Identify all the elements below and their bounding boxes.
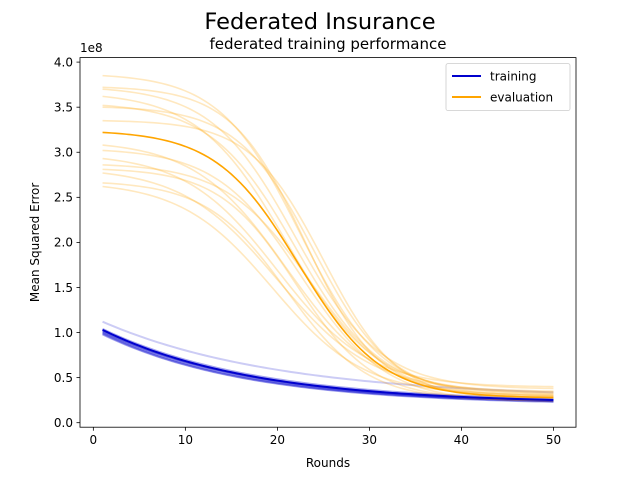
legend-label-evaluation: evaluation <box>490 90 553 104</box>
evaluation-mean-line <box>102 131 554 399</box>
figure-suptitle: Federated Insurance <box>204 9 435 35</box>
y-tick-label: 2.0 <box>54 236 73 250</box>
y-tick-label: 3.0 <box>54 146 73 160</box>
evaluation-run-line <box>102 86 554 398</box>
training-run-line <box>102 332 554 403</box>
evaluation-run-line <box>102 185 554 396</box>
y-tick-label: 1.0 <box>54 326 73 340</box>
y-tick-label: 0.5 <box>54 371 73 385</box>
evaluation-run-line <box>102 104 554 394</box>
evaluation-run-line <box>102 119 554 401</box>
x-tick-label: 30 <box>362 433 377 447</box>
training-run-line <box>102 331 554 403</box>
chart-title: federated training performance <box>210 35 447 53</box>
training-run-line <box>102 333 554 403</box>
y-tick-label: 1.5 <box>54 281 73 295</box>
x-tick-label: 0 <box>90 433 98 447</box>
y-offset-text: 1e8 <box>80 41 103 55</box>
plot-area: 0 10 20 30 40 50 0.0 0.5 1.0 1.5 2.0 2.5 3.0 3.5 4.0 <box>54 55 577 447</box>
training-run-line <box>102 320 554 394</box>
evaluation-run-line <box>102 144 554 397</box>
legend: training evaluation <box>445 63 571 111</box>
y-axis-ticks: 0.0 0.5 1.0 1.5 2.0 2.5 3.0 3.5 4.0 <box>54 55 80 430</box>
evaluation-run-line <box>102 74 554 395</box>
y-tick-label: 0.0 <box>54 416 73 430</box>
evaluation-runs <box>102 74 554 402</box>
x-tick-label: 50 <box>546 433 561 447</box>
training-run-line <box>102 328 554 400</box>
y-axis-label: Mean Squared Error <box>28 183 42 303</box>
y-tick-label: 2.5 <box>54 191 73 205</box>
y-tick-label: 3.5 <box>54 100 73 114</box>
x-axis-label: Rounds <box>306 456 350 470</box>
evaluation-run-line <box>102 157 554 388</box>
x-axis-ticks: 0 10 20 30 40 50 <box>90 427 561 447</box>
axes-frame <box>79 57 577 428</box>
evaluation-run-line <box>102 168 554 401</box>
evaluation-run-line <box>102 172 554 392</box>
legend-label-training: training <box>490 69 537 83</box>
evaluation-run-line <box>102 95 554 393</box>
training-mean-line <box>102 328 554 402</box>
evaluation-run-line <box>102 106 554 397</box>
x-tick-label: 10 <box>178 433 193 447</box>
x-tick-label: 20 <box>270 433 285 447</box>
y-tick-label: 4.0 <box>54 55 73 69</box>
x-tick-label: 40 <box>454 433 469 447</box>
evaluation-run-line <box>102 88 554 390</box>
evaluation-run-line <box>102 164 554 399</box>
